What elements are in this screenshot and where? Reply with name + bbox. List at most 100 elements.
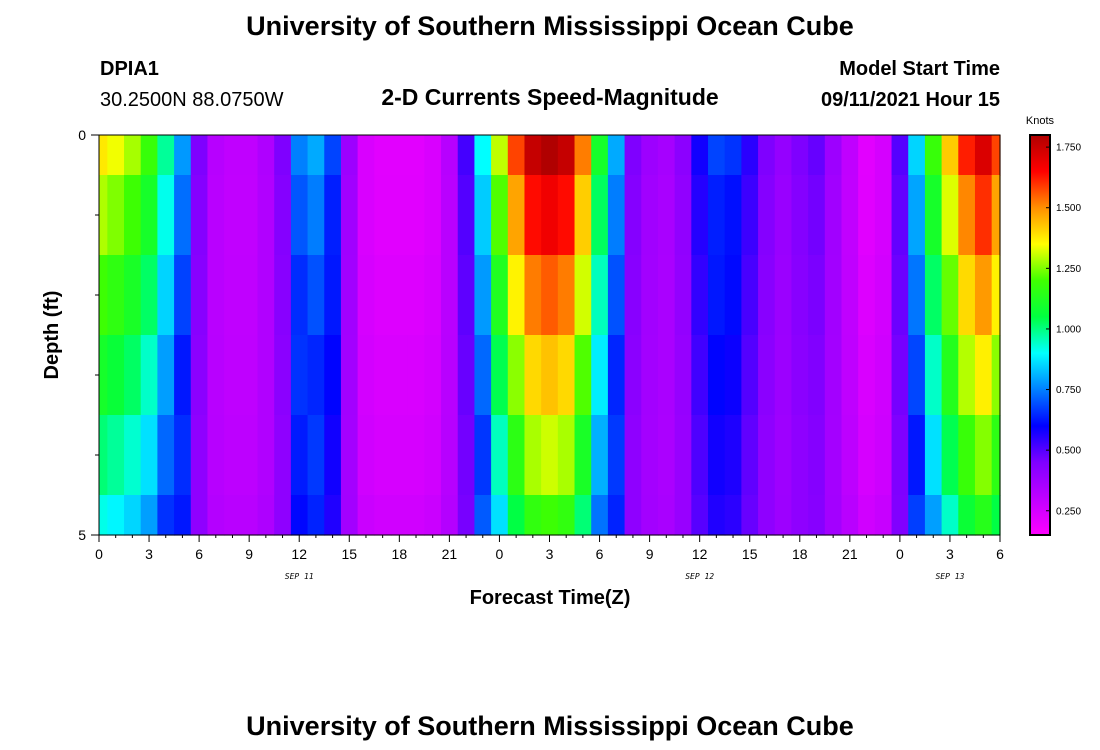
heatmap-cell bbox=[390, 335, 409, 416]
heatmap-cell bbox=[124, 175, 142, 256]
heatmap-cell bbox=[841, 415, 859, 496]
date-label: SEP 12 bbox=[685, 572, 714, 581]
heatmap-cell bbox=[591, 175, 609, 256]
heatmap-cell bbox=[107, 495, 125, 536]
heatmap-cell bbox=[474, 255, 492, 336]
heatmap-cell bbox=[457, 255, 476, 336]
heatmap-cell bbox=[557, 415, 576, 496]
heatmap-cell bbox=[174, 175, 192, 256]
heatmap-cell bbox=[307, 335, 325, 416]
heatmap-cell bbox=[691, 255, 709, 336]
heatmap-cell bbox=[174, 335, 192, 416]
heatmap-cell bbox=[924, 175, 943, 256]
heatmap-cell bbox=[257, 175, 275, 256]
heatmap-cell bbox=[591, 495, 609, 536]
x-tick-label: 15 bbox=[742, 546, 758, 562]
model-start-label: Model Start Time bbox=[839, 58, 1000, 80]
heatmap-cell bbox=[407, 135, 425, 176]
station-id: DPIA1 bbox=[100, 58, 159, 80]
heatmap-cell bbox=[641, 135, 659, 176]
heatmap-cell bbox=[908, 135, 926, 176]
heatmap-cell bbox=[858, 415, 876, 496]
x-tick-label: 21 bbox=[842, 546, 858, 562]
heatmap-cell bbox=[507, 175, 526, 256]
heatmap-cell bbox=[441, 175, 459, 256]
heatmap-cell bbox=[791, 335, 809, 416]
heatmap-cell bbox=[207, 175, 225, 256]
heatmap-cell bbox=[841, 135, 859, 176]
heatmap-cell bbox=[491, 495, 509, 536]
heatmap-cell bbox=[607, 415, 626, 496]
heatmap-cell bbox=[958, 335, 976, 416]
heatmap-cell bbox=[808, 135, 826, 176]
heatmap-cell bbox=[874, 135, 893, 176]
heatmap-cell bbox=[190, 135, 209, 176]
heatmap-cell bbox=[290, 415, 309, 496]
colorbar-tick-label: 1.250 bbox=[1056, 264, 1081, 275]
heatmap-cell bbox=[941, 415, 959, 496]
heatmap-cell bbox=[841, 175, 859, 256]
heatmap-cell bbox=[424, 175, 442, 256]
heatmap-cell bbox=[174, 415, 192, 496]
colorbar-unit: Knots bbox=[1026, 115, 1055, 127]
heatmap-cell bbox=[991, 135, 1001, 176]
heatmap-cell bbox=[758, 135, 776, 176]
heatmap-cell bbox=[657, 415, 676, 496]
x-tick-label: 9 bbox=[245, 546, 253, 562]
heatmap-cell bbox=[541, 135, 559, 176]
heatmap-cell bbox=[99, 255, 108, 336]
heatmap-cell bbox=[357, 495, 375, 536]
heatmap-cell bbox=[124, 415, 142, 496]
heatmap-cell bbox=[891, 415, 909, 496]
heatmap-cell bbox=[824, 495, 843, 536]
heatmap-cell bbox=[607, 175, 626, 256]
heatmap-cell bbox=[507, 335, 526, 416]
heatmap-cell bbox=[491, 175, 509, 256]
heatmap-cell bbox=[908, 415, 926, 496]
heatmap-cell bbox=[557, 135, 576, 176]
heatmap-cell bbox=[124, 135, 142, 176]
heatmap-cell bbox=[457, 335, 476, 416]
heatmap-cell bbox=[424, 335, 442, 416]
heatmap-cell bbox=[407, 495, 425, 536]
x-tick-label: 0 bbox=[896, 546, 904, 562]
heatmap-cell bbox=[858, 335, 876, 416]
heatmap-cell bbox=[457, 495, 476, 536]
heatmap-cell bbox=[624, 495, 642, 536]
heatmap-cell bbox=[874, 175, 893, 256]
heatmap-cell bbox=[674, 135, 692, 176]
heatmap-cell bbox=[824, 415, 843, 496]
heatmap-cell bbox=[457, 175, 476, 256]
heatmap-cell bbox=[99, 415, 108, 496]
heatmap-cell bbox=[574, 335, 592, 416]
x-tick-label: 6 bbox=[596, 546, 604, 562]
heatmap-cell bbox=[641, 495, 659, 536]
heatmap-cell bbox=[507, 415, 526, 496]
heatmap-cell bbox=[140, 255, 158, 336]
x-axis-title: Forecast Time(Z) bbox=[470, 587, 631, 609]
heatmap-cell bbox=[724, 135, 742, 176]
x-tick-label: 12 bbox=[291, 546, 307, 562]
heatmap-cell bbox=[874, 335, 893, 416]
heatmap-cell bbox=[407, 335, 425, 416]
heatmap-cell bbox=[674, 335, 692, 416]
heatmap-cell bbox=[491, 135, 509, 176]
heatmap-cell bbox=[357, 415, 375, 496]
heatmap-cell bbox=[374, 495, 392, 536]
heatmap-cell bbox=[491, 415, 509, 496]
x-tick-label: 21 bbox=[442, 546, 458, 562]
heatmap-cell bbox=[340, 495, 359, 536]
x-tick-label: 3 bbox=[145, 546, 153, 562]
heatmap-cell bbox=[657, 495, 676, 536]
heatmap-cell bbox=[791, 495, 809, 536]
heatmap-cell bbox=[891, 495, 909, 536]
x-tick-label: 15 bbox=[341, 546, 357, 562]
heatmap-cell bbox=[474, 415, 492, 496]
heatmap-cell bbox=[657, 135, 676, 176]
heatmap-cell bbox=[891, 255, 909, 336]
heatmap-cell bbox=[974, 255, 993, 336]
heatmap-cell bbox=[808, 255, 826, 336]
heatmap-cell bbox=[708, 335, 726, 416]
heatmap-cell bbox=[824, 175, 843, 256]
